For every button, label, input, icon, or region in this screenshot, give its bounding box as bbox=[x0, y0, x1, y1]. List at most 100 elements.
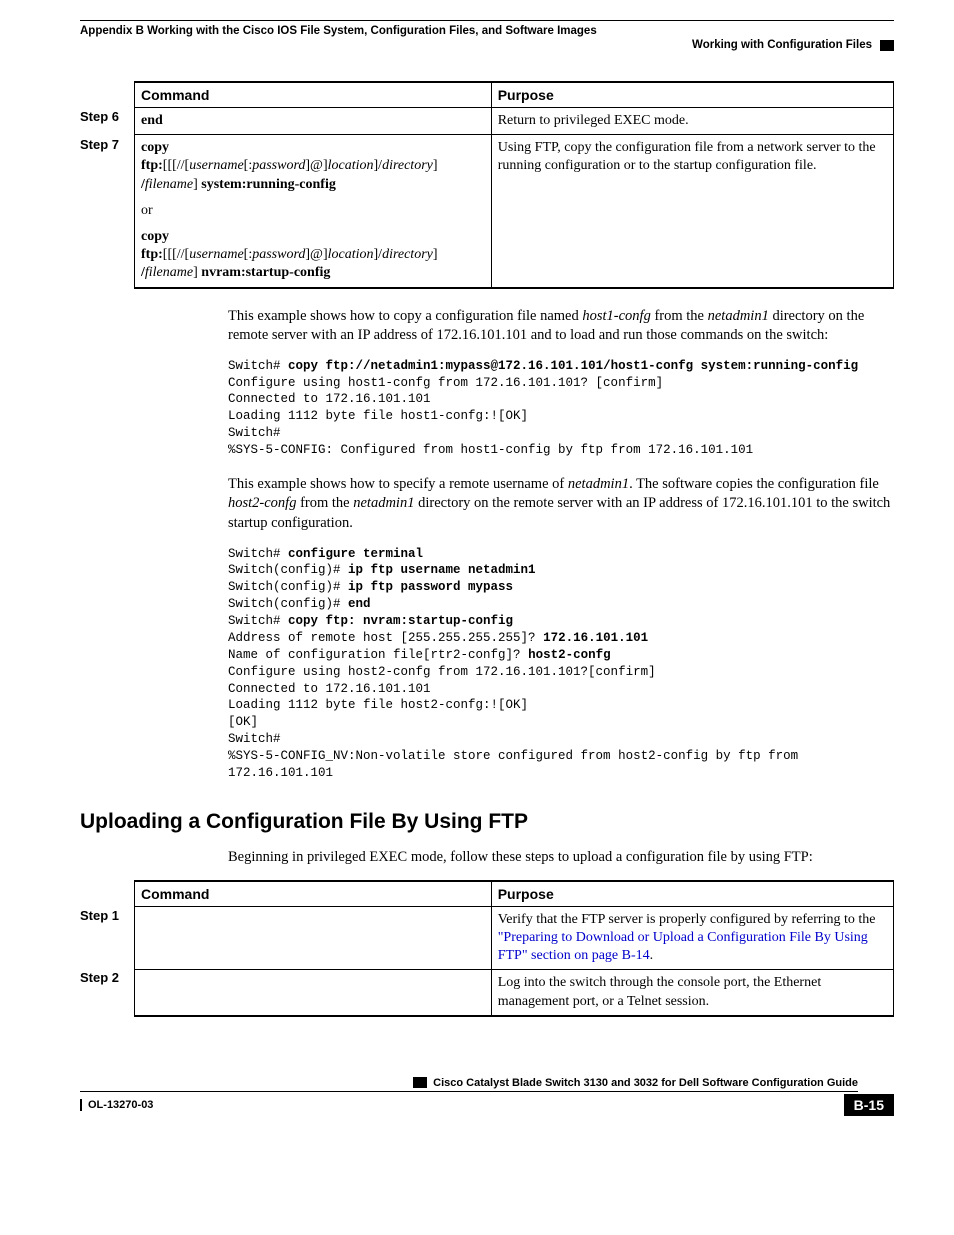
header-marker-icon bbox=[880, 40, 894, 51]
c2l4b: end bbox=[348, 597, 371, 611]
page-footer: Cisco Catalyst Blade Switch 3130 and 303… bbox=[80, 1077, 894, 1116]
c1l4: Loading 1112 byte file host1-confg:![OK] bbox=[228, 409, 528, 423]
c2l5a: Switch# bbox=[228, 614, 288, 628]
directory-param-2: directory bbox=[382, 247, 433, 262]
purpose-cell: Log into the switch through the console … bbox=[491, 970, 893, 1016]
paragraph-example-1: This example shows how to copy a configu… bbox=[228, 307, 894, 346]
c2l11: [OK] bbox=[228, 715, 258, 729]
bracket-close-a: ] bbox=[433, 158, 438, 173]
t2r1-a: Verify that the FTP server is properly c… bbox=[498, 912, 876, 927]
p1-c: from the bbox=[651, 308, 708, 324]
c2l3a: Switch(config)# bbox=[228, 580, 348, 594]
footer-marker-icon bbox=[413, 1077, 427, 1088]
section-header: Working with Configuration Files bbox=[692, 39, 872, 51]
cmd-cell-empty bbox=[135, 970, 492, 1016]
command-table-1-wrap: Step 6 Step 7 Command Purpose end Return… bbox=[80, 81, 894, 289]
c1l6: %SYS-5-CONFIG: Configured from host1-con… bbox=[228, 443, 753, 457]
cross-ref-link[interactable]: "Preparing to Download or Upload a Confi… bbox=[498, 930, 868, 963]
p2-d: host2-confg bbox=[228, 495, 296, 511]
c2l2b: ip ftp username netadmin1 bbox=[348, 563, 536, 577]
bracket-open-2: [[[//[ bbox=[163, 247, 189, 262]
sys-running-config: system:running-config bbox=[198, 177, 336, 192]
c2l14: 172.16.101.101 bbox=[228, 766, 333, 780]
command-table-1: Command Purpose end Return to privileged… bbox=[134, 81, 894, 289]
c1l5: Switch# bbox=[228, 426, 281, 440]
bracket-colon-2: [: bbox=[244, 247, 253, 262]
table-row: end Return to privileged EXEC mode. bbox=[135, 108, 894, 135]
username-param: username bbox=[189, 158, 243, 173]
footer-guide-title: Cisco Catalyst Blade Switch 3130 and 303… bbox=[80, 1077, 858, 1089]
c2l1b: configure terminal bbox=[288, 547, 423, 561]
table-row: Verify that the FTP server is properly c… bbox=[135, 906, 894, 970]
password-param-2: password bbox=[252, 247, 305, 262]
c2l12: Switch# bbox=[228, 732, 281, 746]
command-table-2: Command Purpose Verify that the FTP serv… bbox=[134, 880, 894, 1017]
c1l1a: Switch# bbox=[228, 359, 288, 373]
purpose-cell: Return to privileged EXEC mode. bbox=[491, 108, 893, 135]
table-row: copy ftp:[[[//[username[:password]@]loca… bbox=[135, 135, 894, 288]
copy-cmd-2: copy bbox=[141, 229, 169, 244]
purpose-cell: Verify that the FTP server is properly c… bbox=[491, 906, 893, 970]
username-param-2: username bbox=[189, 247, 243, 262]
c2l8: Configure using host2-confg from 172.16.… bbox=[228, 665, 656, 679]
bracket-colon: [: bbox=[244, 158, 253, 173]
bracket-close-2a: ] bbox=[433, 247, 438, 262]
step-1-label: Step 1 bbox=[80, 908, 119, 923]
p2-b: netadmin1 bbox=[568, 476, 629, 492]
location-param-2: location bbox=[328, 247, 374, 262]
c2l1a: Switch# bbox=[228, 547, 288, 561]
p2-c: . The software copies the configuration … bbox=[629, 476, 879, 492]
bracket-open: [[[//[ bbox=[163, 158, 189, 173]
c2l2a: Switch(config)# bbox=[228, 563, 348, 577]
footer-doc-id: OL-13270-03 bbox=[80, 1099, 153, 1111]
col-purpose-header-2: Purpose bbox=[491, 881, 893, 907]
footer-row: OL-13270-03 B-15 bbox=[80, 1094, 894, 1116]
command-table-2-wrap: Step 1 Step 2 Command Purpose Verify tha… bbox=[80, 880, 894, 1017]
c2l6b: 172.16.101.101 bbox=[543, 631, 648, 645]
c2l7a: Name of configuration file[rtr2-confg]? bbox=[228, 648, 528, 662]
ftp-prefix-2: ftp: bbox=[141, 247, 163, 262]
cmd-cell-empty bbox=[135, 906, 492, 970]
p1-a: This example shows how to copy a configu… bbox=[228, 308, 582, 324]
step-6-label: Step 6 bbox=[80, 109, 119, 124]
password-param: password bbox=[252, 158, 305, 173]
cmd-cell: copy ftp:[[[//[username[:password]@]loca… bbox=[135, 135, 492, 288]
c2l6a: Address of remote host [255.255.255.255]… bbox=[228, 631, 543, 645]
cmd-cell: end bbox=[135, 108, 492, 135]
table-row: Log into the switch through the console … bbox=[135, 970, 894, 1016]
section-title-upload-ftp: Uploading a Configuration File By Using … bbox=[80, 810, 894, 834]
p2-a: This example shows how to specify a remo… bbox=[228, 476, 568, 492]
directory-param: directory bbox=[382, 158, 433, 173]
footer-rule bbox=[80, 1091, 858, 1092]
paragraph-example-2: This example shows how to specify a remo… bbox=[228, 475, 894, 534]
c2l10: Loading 1112 byte file host2-confg:![OK] bbox=[228, 698, 528, 712]
code-block-1: Switch# copy ftp://netadmin1:mypass@172.… bbox=[228, 358, 894, 459]
table-header-row: Command Purpose bbox=[135, 82, 894, 108]
footer-title-text: Cisco Catalyst Blade Switch 3130 and 303… bbox=[433, 1077, 858, 1089]
bracket-at: ]@] bbox=[305, 158, 327, 173]
c2l5b: copy ftp: nvram:startup-config bbox=[288, 614, 513, 628]
nvram-startup-config: nvram:startup-config bbox=[198, 265, 331, 280]
p1-b: host1-confg bbox=[582, 308, 650, 324]
c1l1b: copy ftp://netadmin1:mypass@172.16.101.1… bbox=[288, 359, 858, 373]
c2l3b: ip ftp password mypass bbox=[348, 580, 513, 594]
appendix-header: Appendix B Working with the Cisco IOS Fi… bbox=[80, 25, 894, 37]
purpose-cell: Using FTP, copy the configuration file f… bbox=[491, 135, 893, 288]
location-param: location bbox=[328, 158, 374, 173]
or-text: or bbox=[141, 202, 485, 220]
filename-param-2: filename bbox=[145, 265, 193, 280]
header-rule bbox=[80, 20, 894, 21]
c2l13: %SYS-5-CONFIG_NV:Non-volatile store conf… bbox=[228, 749, 806, 763]
ftp-prefix: ftp: bbox=[141, 158, 163, 173]
p2-f: netadmin1 bbox=[353, 495, 414, 511]
step-2-label: Step 2 bbox=[80, 970, 119, 985]
p2-e: from the bbox=[296, 495, 353, 511]
filename-param: filename bbox=[145, 177, 193, 192]
c1l2: Configure using host1-confg from 172.16.… bbox=[228, 376, 663, 390]
t2r1-c: . bbox=[650, 948, 654, 963]
col-purpose-header: Purpose bbox=[491, 82, 893, 108]
bracket-at-2: ]@] bbox=[305, 247, 327, 262]
section-header-row: Working with Configuration Files bbox=[80, 39, 894, 51]
page-container: Appendix B Working with the Cisco IOS Fi… bbox=[0, 0, 954, 1136]
c1l3: Connected to 172.16.101.101 bbox=[228, 392, 431, 406]
